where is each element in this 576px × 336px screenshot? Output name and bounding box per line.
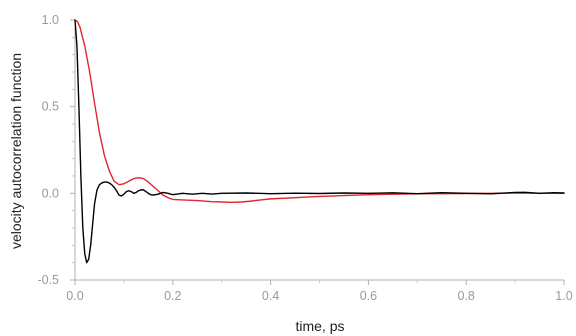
series-line-1 [74,19,565,204]
y-axis-title: velocity autocorrelation function [8,53,24,249]
y-tick-label: 0.0 [42,186,59,200]
x-axis-title: time, ps [295,318,344,334]
x-tick-label: 0.6 [360,289,377,303]
x-tick-label: 0.0 [66,289,83,303]
y-tick-label: 1.0 [42,13,59,27]
series-line-2 [74,19,565,264]
y-tick-label: 0.5 [42,100,59,114]
tick-labels: 0.0 0.2 0.4 0.6 0.8 1.0 -0.5 0.0 0.5 1.0 [37,13,572,303]
x-tick-label: 1.0 [555,289,572,303]
axes [70,19,565,285]
y-tick-label: -0.5 [37,273,59,287]
series-layer [74,19,565,264]
x-tick-label: 0.8 [458,289,475,303]
x-tick-label: 0.4 [262,289,279,303]
x-tick-label: 0.2 [164,289,181,303]
